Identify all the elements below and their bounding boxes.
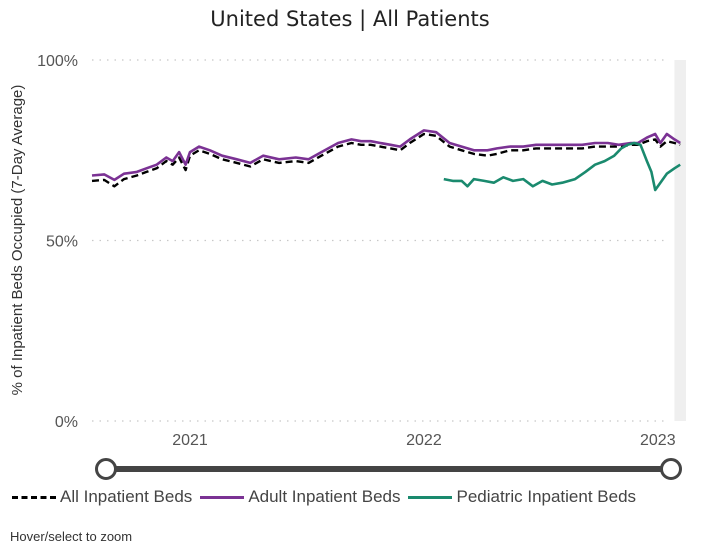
x-tick-label: 2023 <box>640 432 676 449</box>
series-line-all <box>91 132 681 188</box>
series-line-adult <box>91 129 681 182</box>
legend-label-all: All Inpatient Beds <box>60 487 193 506</box>
footnote: Hover/select to zoom <box>10 529 133 544</box>
x-tick-label: 2021 <box>172 432 208 449</box>
y-tick-label: 0% <box>55 414 78 431</box>
legend-swatch-adult <box>200 495 245 499</box>
x-axis-ticks: 2021 2022 2023 <box>172 432 675 449</box>
legend-swatch-pediatric <box>408 495 453 499</box>
legend-item-pediatric: Pediatric Inpatient Beds <box>408 487 636 507</box>
legend-label-pediatric: Pediatric Inpatient Beds <box>456 487 637 506</box>
y-tick-label: 50% <box>46 234 78 251</box>
legend-label-adult: Adult Inpatient Beds <box>248 487 401 506</box>
y-axis-label: % of Inpatient Beds Occupied (7-Day Aver… <box>9 85 26 396</box>
series-lines <box>91 129 681 192</box>
legend: All Inpatient Beds Adult Inpatient Beds … <box>12 487 644 507</box>
y-tick-label: 100% <box>37 53 78 70</box>
legend-item-all: All Inpatient Beds <box>12 487 192 507</box>
series-line-pediatric <box>443 141 681 192</box>
shaded-region <box>674 60 686 421</box>
legend-item-adult: Adult Inpatient Beds <box>200 487 400 507</box>
gridlines <box>92 59 666 422</box>
date-range-slider[interactable] <box>95 458 682 480</box>
x-tick-label: 2022 <box>406 432 442 449</box>
slider-start-handle[interactable] <box>95 458 117 480</box>
slider-end-handle[interactable] <box>660 458 682 480</box>
chart-title: United States | All Patients <box>210 7 489 32</box>
y-axis-ticks: 0% 50% 100% <box>37 53 78 431</box>
legend-swatch-all <box>12 495 56 499</box>
